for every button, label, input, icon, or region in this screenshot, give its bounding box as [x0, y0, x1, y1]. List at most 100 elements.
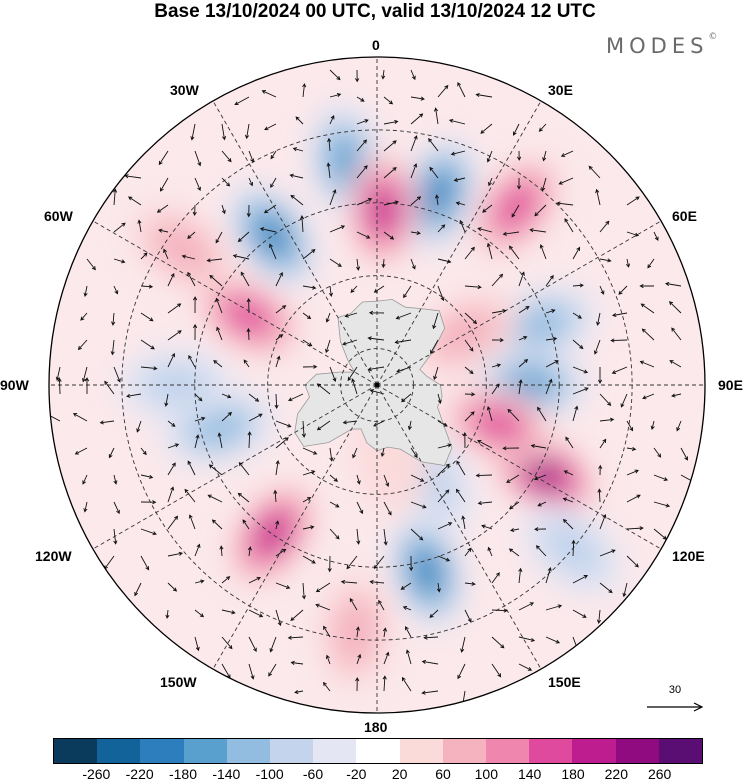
wind-vector	[653, 231, 659, 241]
wind-vector	[167, 551, 184, 557]
wind-vector	[537, 406, 547, 422]
wind-vector	[302, 447, 318, 455]
wind-vector	[209, 274, 223, 287]
wind-vector	[134, 582, 142, 597]
wind-vector	[410, 163, 418, 179]
wind-vector	[464, 285, 482, 290]
wind-vector	[383, 119, 399, 125]
wind-vector	[275, 437, 289, 449]
wind-vector	[275, 305, 287, 314]
colorbar-bin-8	[399, 739, 443, 763]
wind-vector	[315, 582, 331, 593]
wind-vector	[329, 258, 342, 267]
wind-vector	[545, 274, 554, 287]
wind-vector	[194, 177, 201, 192]
wind-vector	[653, 501, 671, 508]
wind-vector	[626, 526, 644, 531]
wind-vector	[140, 555, 150, 571]
wind-vector	[221, 150, 232, 163]
wind-vector	[269, 243, 277, 260]
label-lon-120e: 120E	[672, 548, 705, 564]
wind-vector	[564, 218, 574, 233]
wind-vector	[83, 501, 88, 513]
wind-vector	[410, 474, 425, 482]
wind-vector	[599, 549, 616, 557]
label-lon-60e: 60E	[672, 208, 697, 224]
wind-vector	[74, 447, 88, 455]
wind-vector	[136, 420, 142, 433]
wind-vector	[350, 285, 358, 293]
label-lon-150e: 150E	[548, 674, 581, 690]
wind-vector	[395, 312, 412, 320]
colorbar-tick-label: -100	[255, 766, 284, 782]
wind-vector	[192, 204, 197, 217]
wind-vector	[410, 447, 418, 459]
anomaly-contour	[149, 220, 217, 278]
wind-vector	[653, 447, 662, 458]
wind-vector	[290, 194, 304, 206]
wind-vector	[111, 312, 116, 326]
wind-vector	[302, 285, 317, 290]
label-lon-120w: 120W	[35, 548, 72, 564]
wind-vector	[234, 96, 250, 106]
wind-vector	[410, 196, 422, 206]
wind-vector	[187, 231, 196, 239]
wind-vector	[541, 177, 547, 192]
wind-vector	[294, 689, 304, 695]
wind-vector	[104, 380, 115, 395]
wind-vector	[599, 438, 607, 449]
wind-vector	[237, 492, 250, 503]
colorbar-tick-label: -60	[302, 766, 324, 782]
wind-vector	[560, 150, 574, 157]
wind-vector	[167, 352, 176, 368]
wind-vector	[491, 308, 507, 314]
wind-vector	[491, 363, 502, 368]
graticule	[49, 57, 705, 713]
wind-vector	[316, 383, 331, 395]
wind-vector	[405, 649, 412, 665]
wind-vector	[572, 283, 584, 288]
wind-vector	[367, 366, 385, 372]
wind-vector	[221, 411, 232, 422]
wind-vector	[86, 258, 96, 271]
wind-vector	[437, 84, 449, 98]
wind-vector	[194, 609, 205, 618]
wind-vector	[464, 547, 472, 557]
wind-vector	[530, 443, 547, 449]
label-lon-150w: 150W	[160, 674, 197, 690]
wind-vector	[275, 333, 284, 341]
wind-vector	[491, 608, 508, 613]
wind-vector	[562, 518, 574, 530]
wind-vector	[167, 443, 180, 449]
wind-vector	[405, 625, 412, 638]
wind-vector	[383, 528, 388, 546]
wind-vector	[455, 488, 466, 503]
wind-vector	[302, 364, 318, 369]
wind-vector	[539, 244, 547, 260]
wind-vector	[275, 420, 292, 428]
wind-vector	[316, 420, 331, 431]
wind-vector	[83, 285, 88, 298]
wind-vector	[219, 545, 224, 557]
wind-vector	[545, 566, 552, 584]
wind-vector	[355, 677, 360, 692]
wind-vector	[502, 231, 520, 236]
wind-vector	[626, 231, 640, 237]
wind-vector	[329, 69, 341, 81]
wind-vector	[221, 204, 226, 215]
wind-vector	[611, 366, 628, 374]
wind-vector	[482, 204, 493, 213]
colorbar-tick-label: 260	[647, 766, 672, 782]
colorbar-bin-14	[658, 739, 703, 763]
wind-vector	[287, 635, 304, 640]
wind-vector	[184, 488, 196, 503]
wind-vector	[248, 576, 261, 584]
wind-vector	[610, 338, 628, 343]
wind-vector	[302, 249, 316, 260]
wind-vector	[329, 189, 337, 206]
wind-vector	[639, 360, 655, 368]
wind-vector	[545, 636, 561, 644]
wind-vector	[596, 609, 602, 624]
wind-vector	[373, 420, 385, 427]
colorbar-bin-9	[442, 739, 487, 763]
